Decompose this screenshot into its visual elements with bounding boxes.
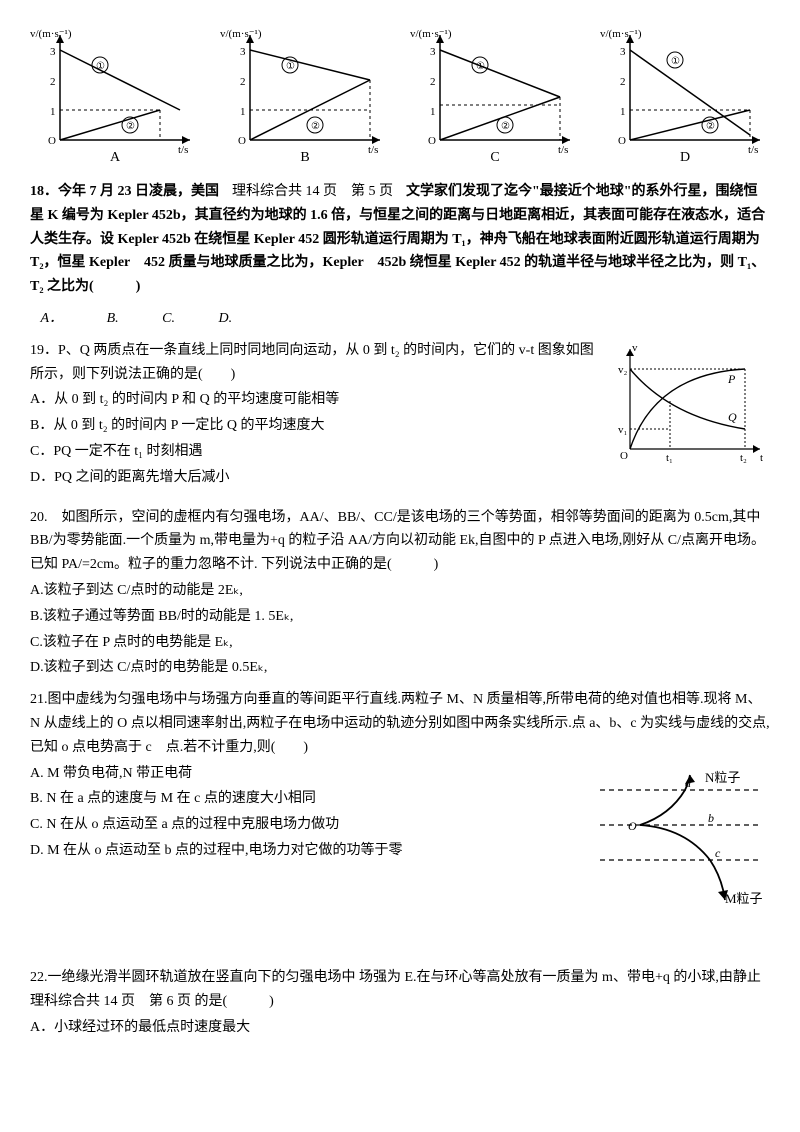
- svg-text:b: b: [708, 811, 714, 825]
- svg-text:O: O: [628, 819, 637, 833]
- svg-text:O: O: [48, 135, 56, 147]
- svg-text:1: 1: [240, 106, 246, 118]
- svg-text:t/s: t/s: [178, 144, 188, 156]
- svg-text:①: ①: [286, 61, 295, 72]
- svg-text:①: ①: [476, 61, 485, 72]
- svg-text:①: ①: [671, 56, 680, 67]
- svg-text:2: 2: [620, 76, 626, 88]
- svg-text:2: 2: [430, 76, 436, 88]
- svg-text:O: O: [620, 450, 628, 462]
- q21-figure: O a b c N粒子 M粒子: [590, 760, 770, 919]
- chart-label-B: B: [300, 146, 309, 170]
- q20-opt-c: C.该粒子在 P 点时的电势能是 Eₖ,: [30, 631, 770, 655]
- svg-text:②: ②: [126, 121, 135, 132]
- svg-text:N粒子: N粒子: [705, 770, 740, 785]
- svg-text:3: 3: [430, 46, 436, 58]
- q22-text-a: 22.一绝缘光滑半圆环轨道放在竖直向下的匀强电场中 场强为 E.在与环心等高处放…: [30, 970, 761, 985]
- q19-figure: v₂ v₁ O t₁ t₂ t v P Q: [610, 339, 770, 478]
- svg-text:2: 2: [50, 76, 56, 88]
- svg-text:1: 1: [620, 106, 626, 118]
- svg-text:t₁: t₁: [666, 452, 673, 464]
- q18-text-a: 18．今年 7 月 23 日凌晨，美国: [30, 184, 219, 199]
- q21-text: 21.图中虚线为匀强电场中与场强方向垂直的等间距平行直线.两粒子 M、N 质量相…: [30, 688, 770, 759]
- q20-opt-a: A.该粒子到达 C/点时的动能是 2Eₖ,: [30, 579, 770, 603]
- svg-text:3: 3: [620, 46, 626, 58]
- chart-C: v/(m·s⁻¹) t/s O 3 2 1 ① ② C: [410, 20, 580, 170]
- svg-text:②: ②: [311, 121, 320, 132]
- q18-opt-d: D.: [218, 311, 232, 326]
- svg-text:M粒子: M粒子: [725, 891, 763, 906]
- chart-label-C: C: [490, 146, 499, 170]
- question-18: 18．今年 7 月 23 日凌晨，美国 理科综合共 14 页 第 5 页 文学家…: [30, 180, 770, 299]
- q18-opt-c: C.: [162, 311, 175, 326]
- q22-text-b: 的是( ): [195, 994, 274, 1009]
- svg-text:3: 3: [50, 46, 56, 58]
- chart-B: v/(m·s⁻¹) t/s O 3 2 1 ① ② B: [220, 20, 390, 170]
- q18-opt-a: A．: [41, 311, 64, 326]
- q18-text-c: 编号为 Kepler 452b，其直径约为地球的 1.6 倍，与恒星之间的距离与…: [30, 208, 765, 294]
- svg-text:v/(m·s⁻¹): v/(m·s⁻¹): [600, 28, 642, 40]
- svg-text:O: O: [238, 135, 246, 147]
- svg-text:1: 1: [430, 106, 436, 118]
- question-22: 22.一绝缘光滑半圆环轨道放在竖直向下的匀强电场中 场强为 E.在与环心等高处放…: [30, 966, 770, 1039]
- svg-text:t/s: t/s: [368, 144, 378, 156]
- q20-text: 20. 如图所示，空间的虚框内有匀强电场，AA/、BB/、CC/是该电场的三个等…: [30, 506, 770, 577]
- q20-opt-b: B.该粒子通过等势面 BB/时的动能是 1. 5Eₖ,: [30, 605, 770, 629]
- q18-opt-b: B.: [107, 311, 119, 326]
- chart-label-D: D: [680, 146, 690, 170]
- svg-text:O: O: [428, 135, 436, 147]
- q22-opt-a: A．小球经过环的最低点时速度最大: [30, 1016, 770, 1040]
- svg-text:t: t: [760, 452, 763, 464]
- svg-text:t₂: t₂: [740, 452, 747, 464]
- svg-text:v: v: [632, 342, 638, 354]
- vt-charts-row: v/(m·s⁻¹) t/s O 3 2 1 ① ② A v/(m·s⁻¹) t/…: [30, 20, 770, 170]
- chart-A: v/(m·s⁻¹) t/s O 3 2 1 ① ② A: [30, 20, 200, 170]
- svg-text:2: 2: [240, 76, 246, 88]
- chart-D: v/(m·s⁻¹) t/s O 3 2 1 ① ② D: [600, 20, 770, 170]
- page-marker-1: 理科综合共 14 页 第 5 页: [223, 180, 403, 204]
- chart-label-A: A: [110, 146, 120, 170]
- svg-text:②: ②: [501, 121, 510, 132]
- svg-text:O: O: [618, 135, 626, 147]
- svg-text:c: c: [715, 846, 721, 860]
- svg-text:v/(m·s⁻¹): v/(m·s⁻¹): [410, 28, 452, 40]
- svg-text:v₂: v₂: [618, 364, 628, 376]
- svg-text:①: ①: [96, 61, 105, 72]
- svg-text:v₁: v₁: [618, 424, 628, 436]
- q20-opt-d: D.该粒子到达 C/点时的电势能是 0.5Eₖ,: [30, 656, 770, 680]
- page-marker-2: 理科综合共 14 页 第 6 页: [30, 994, 191, 1009]
- svg-text:v/(m·s⁻¹): v/(m·s⁻¹): [30, 28, 72, 40]
- question-21: 21.图中虚线为匀强电场中与场强方向垂直的等间距平行直线.两粒子 M、N 质量相…: [30, 688, 770, 863]
- svg-text:1: 1: [50, 106, 56, 118]
- question-19: v₂ v₁ O t₁ t₂ t v P Q 19．P、Q 两质点在一条直线上同时…: [30, 339, 770, 490]
- svg-text:3: 3: [240, 46, 246, 58]
- svg-text:v/(m·s⁻¹): v/(m·s⁻¹): [220, 28, 262, 40]
- svg-text:t/s: t/s: [558, 144, 568, 156]
- svg-text:②: ②: [706, 121, 715, 132]
- q18-options: A． B. C. D.: [30, 307, 770, 331]
- question-20: 20. 如图所示，空间的虚框内有匀强电场，AA/、BB/、CC/是该电场的三个等…: [30, 506, 770, 681]
- svg-text:Q: Q: [728, 410, 737, 424]
- svg-text:P: P: [727, 372, 736, 386]
- svg-text:t/s: t/s: [748, 144, 758, 156]
